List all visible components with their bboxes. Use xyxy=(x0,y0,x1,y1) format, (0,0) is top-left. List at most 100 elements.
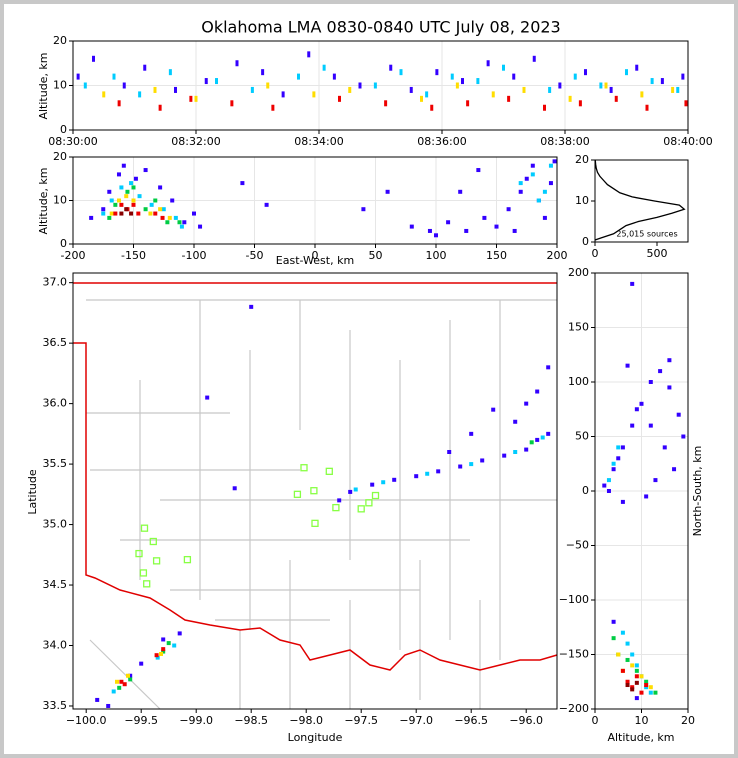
source-point xyxy=(165,220,170,225)
source-point xyxy=(409,224,414,229)
source-point xyxy=(469,431,474,436)
x-tick-label: -100 xyxy=(182,249,207,262)
source-point xyxy=(611,467,616,472)
source-point xyxy=(337,498,342,503)
source-point xyxy=(662,445,667,450)
source-point xyxy=(650,78,654,85)
source-point xyxy=(158,185,163,190)
source-point xyxy=(606,489,611,493)
source-point xyxy=(482,215,487,220)
station xyxy=(325,467,333,475)
source-point xyxy=(113,211,118,216)
source-point xyxy=(645,104,649,111)
y-tick-label: 37.0 xyxy=(43,276,68,289)
x-tick-label: −99.5 xyxy=(124,714,158,727)
x-tick-label: 08:34:00 xyxy=(294,135,343,148)
source-point xyxy=(548,163,553,168)
source-point xyxy=(250,86,254,93)
state-border xyxy=(73,282,558,671)
source-point xyxy=(634,668,639,673)
source-point xyxy=(599,82,603,89)
source-point xyxy=(611,461,616,466)
station xyxy=(300,464,308,472)
source-point xyxy=(461,78,464,85)
station xyxy=(139,569,148,577)
source-point xyxy=(543,104,546,111)
source-point xyxy=(630,281,635,286)
source-point xyxy=(625,69,628,76)
station xyxy=(293,490,302,498)
y-axis-label: Latitude xyxy=(26,469,39,515)
x-tick-label: 08:32:00 xyxy=(171,135,220,148)
y-tick-label: 20 xyxy=(575,153,589,166)
source-point xyxy=(121,163,126,168)
panel: 0 500 0 10 20 xyxy=(575,153,689,260)
source-point xyxy=(494,224,499,229)
source-point xyxy=(625,683,630,688)
x-tick-label: -50 xyxy=(246,249,264,262)
source-point xyxy=(128,677,133,682)
source-point xyxy=(634,407,639,412)
y-tick-label: 100 xyxy=(568,375,589,388)
county-lines xyxy=(86,299,557,710)
source-point xyxy=(653,478,658,483)
source-point xyxy=(332,73,336,80)
source-point xyxy=(117,685,122,690)
source-point xyxy=(486,60,490,67)
source-point xyxy=(148,211,153,216)
source-point xyxy=(606,478,611,483)
source-point xyxy=(611,619,616,624)
source-point xyxy=(469,462,474,467)
source-point xyxy=(630,663,635,668)
source-point xyxy=(124,207,129,212)
plot-frame xyxy=(72,272,558,710)
y-axis-label: North-South, km xyxy=(691,446,704,537)
source-point xyxy=(385,189,390,194)
source-point xyxy=(639,674,644,679)
annotation: 25,015 sources xyxy=(616,230,677,239)
source-point xyxy=(630,652,635,657)
source-point xyxy=(204,78,208,85)
y-tick-label: 35.0 xyxy=(43,518,68,531)
x-tick-label: 08:36:00 xyxy=(417,135,466,148)
source-point xyxy=(502,64,505,71)
panel: -200 -150 -100 -50 0 50 100 150 200 0 10 20 xyxy=(53,150,568,262)
source-point xyxy=(92,55,95,62)
source-point xyxy=(384,100,388,107)
source-point xyxy=(373,82,377,89)
source-point xyxy=(192,211,196,216)
source-point xyxy=(122,82,126,89)
source-point xyxy=(507,95,511,102)
source-point xyxy=(436,469,441,474)
x-tick-label: −97.5 xyxy=(344,714,378,727)
source-point xyxy=(548,86,552,93)
x-tick-label: 0 xyxy=(312,249,319,262)
source-point xyxy=(529,440,534,445)
plot-frame xyxy=(72,156,558,245)
source-point xyxy=(139,661,144,666)
y-tick-label: 10 xyxy=(53,79,67,92)
source-point xyxy=(389,64,393,71)
x-tick-label: 08:40:00 xyxy=(663,135,712,148)
y-axis-label: Altitude, km xyxy=(37,52,50,119)
source-point xyxy=(158,207,163,212)
x-tick-label: 0 xyxy=(592,247,599,260)
station xyxy=(371,491,380,500)
x-tick-label: −98.0 xyxy=(289,714,323,727)
source-point xyxy=(502,453,507,458)
source-point xyxy=(513,419,518,424)
station xyxy=(311,519,319,528)
source-point xyxy=(409,86,413,93)
source-point xyxy=(476,168,481,173)
source-point xyxy=(115,679,119,684)
source-point xyxy=(434,233,438,238)
source-point xyxy=(634,680,639,685)
source-point xyxy=(447,449,452,454)
source-point xyxy=(425,91,429,98)
source-point xyxy=(532,55,536,62)
source-point xyxy=(602,483,607,488)
source-point xyxy=(215,78,218,85)
source-point xyxy=(107,189,112,194)
source-point xyxy=(640,91,644,98)
